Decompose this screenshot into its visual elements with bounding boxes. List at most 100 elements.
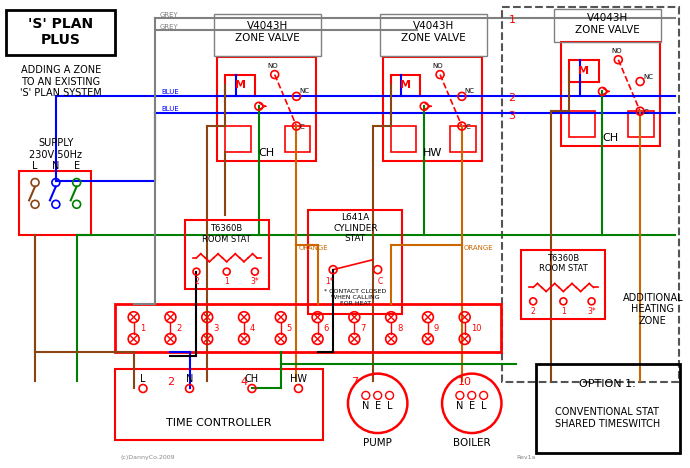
Text: L641A
CYLINDER
STAT: L641A CYLINDER STAT (333, 213, 377, 243)
Text: V4043H
ZONE VALVE: V4043H ZONE VALVE (401, 21, 466, 43)
Text: 2: 2 (531, 307, 535, 316)
Text: C: C (466, 124, 470, 130)
Text: PUMP: PUMP (363, 438, 392, 448)
Text: 3: 3 (509, 111, 515, 121)
Bar (536, 364, 680, 453)
Text: (c)DannyCo.2009: (c)DannyCo.2009 (120, 455, 175, 461)
Text: L: L (140, 373, 146, 384)
Text: 4: 4 (250, 323, 255, 333)
Bar (380, 14, 486, 56)
Text: L: L (387, 401, 393, 411)
Bar (561, 42, 660, 146)
Text: CH: CH (602, 133, 618, 143)
Text: CH: CH (245, 373, 259, 384)
Bar (521, 250, 605, 319)
Text: 3*: 3* (250, 277, 259, 286)
Text: NC: NC (299, 88, 309, 95)
Text: 3*: 3* (587, 307, 596, 316)
Text: NO: NO (433, 63, 444, 69)
Bar (554, 9, 661, 42)
Text: GREY: GREY (160, 24, 179, 30)
Text: N: N (186, 373, 193, 384)
Text: 4: 4 (240, 377, 248, 387)
Text: L: L (481, 401, 486, 411)
Text: V4043H
ZONE VALVE: V4043H ZONE VALVE (575, 13, 640, 35)
Text: N: N (456, 401, 464, 411)
Text: 6: 6 (324, 323, 329, 333)
Text: 2: 2 (509, 93, 515, 103)
Text: 9: 9 (434, 323, 439, 333)
Text: 1: 1 (561, 307, 566, 316)
Text: ORANGE: ORANGE (464, 245, 493, 251)
Text: 10: 10 (457, 377, 472, 387)
Text: CONVENTIONAL STAT
SHARED TIMESWITCH: CONVENTIONAL STAT SHARED TIMESWITCH (555, 407, 660, 429)
Text: * CONTACT CLOSED
WHEN CALLING
FOR HEAT: * CONTACT CLOSED WHEN CALLING FOR HEAT (324, 289, 386, 306)
Text: Rev1a: Rev1a (516, 455, 535, 461)
Text: M: M (235, 80, 246, 90)
Text: 10: 10 (471, 323, 481, 333)
Bar (569, 60, 598, 81)
Text: 1: 1 (509, 15, 515, 25)
Text: 7: 7 (351, 377, 358, 387)
Bar (6, 10, 115, 55)
Text: SUPPLY
230V 50Hz: SUPPLY 230V 50Hz (30, 138, 82, 160)
Bar (115, 369, 323, 440)
Text: E: E (74, 161, 80, 171)
Text: 8: 8 (397, 323, 402, 333)
Bar (391, 126, 416, 152)
Bar (19, 171, 90, 235)
Text: 1: 1 (139, 323, 145, 333)
Text: 3: 3 (213, 323, 219, 333)
Text: E: E (469, 401, 475, 411)
Text: BLUE: BLUE (162, 106, 179, 112)
Bar (185, 220, 269, 289)
Text: 2: 2 (177, 323, 181, 333)
Bar (391, 74, 420, 96)
Text: C: C (300, 124, 305, 130)
Text: T6360B
ROOM STAT: T6360B ROOM STAT (539, 254, 588, 273)
Text: 1: 1 (224, 277, 229, 286)
Bar (383, 57, 482, 161)
Text: CH: CH (259, 148, 275, 158)
Text: HW: HW (422, 148, 442, 158)
Text: ORANGE: ORANGE (299, 245, 328, 251)
Text: NC: NC (643, 73, 653, 80)
Text: M: M (400, 80, 411, 90)
Text: 1*: 1* (325, 277, 333, 286)
Bar (569, 111, 595, 137)
Text: NO: NO (611, 48, 622, 54)
Text: HW: HW (290, 373, 307, 384)
Bar (450, 126, 475, 152)
Bar (284, 126, 310, 152)
Text: E: E (375, 401, 381, 411)
Text: ADDING A ZONE
TO AN EXISTING
'S' PLAN SYSTEM: ADDING A ZONE TO AN EXISTING 'S' PLAN SY… (20, 65, 101, 98)
Text: 5: 5 (287, 323, 292, 333)
Bar (215, 14, 322, 56)
Text: NO: NO (268, 63, 278, 69)
Text: L: L (32, 161, 38, 171)
Text: NC: NC (465, 88, 475, 95)
Bar (502, 7, 679, 381)
Bar (217, 57, 316, 161)
Bar (225, 74, 255, 96)
Text: PLUS: PLUS (41, 33, 81, 47)
Text: ADDITIONAL
HEATING
ZONE: ADDITIONAL HEATING ZONE (622, 292, 683, 326)
Text: 7: 7 (360, 323, 366, 333)
Text: C: C (378, 277, 383, 286)
Text: 2: 2 (194, 277, 199, 286)
Text: BLUE: BLUE (162, 89, 179, 95)
Text: N: N (362, 401, 369, 411)
Bar (308, 210, 402, 314)
Text: 'S' PLAN: 'S' PLAN (28, 17, 93, 31)
Text: GREY: GREY (160, 12, 179, 18)
Text: V4043H
ZONE VALVE: V4043H ZONE VALVE (235, 21, 300, 43)
Bar (115, 304, 502, 352)
Text: 2: 2 (167, 377, 174, 387)
Text: BOILER: BOILER (453, 438, 491, 448)
Bar (225, 126, 251, 152)
Text: M: M (578, 66, 589, 76)
Text: N: N (52, 161, 59, 171)
Bar (628, 111, 654, 137)
Text: T6360B
ROOM STAT: T6360B ROOM STAT (202, 224, 251, 244)
Text: TIME CONTROLLER: TIME CONTROLLER (166, 418, 272, 428)
